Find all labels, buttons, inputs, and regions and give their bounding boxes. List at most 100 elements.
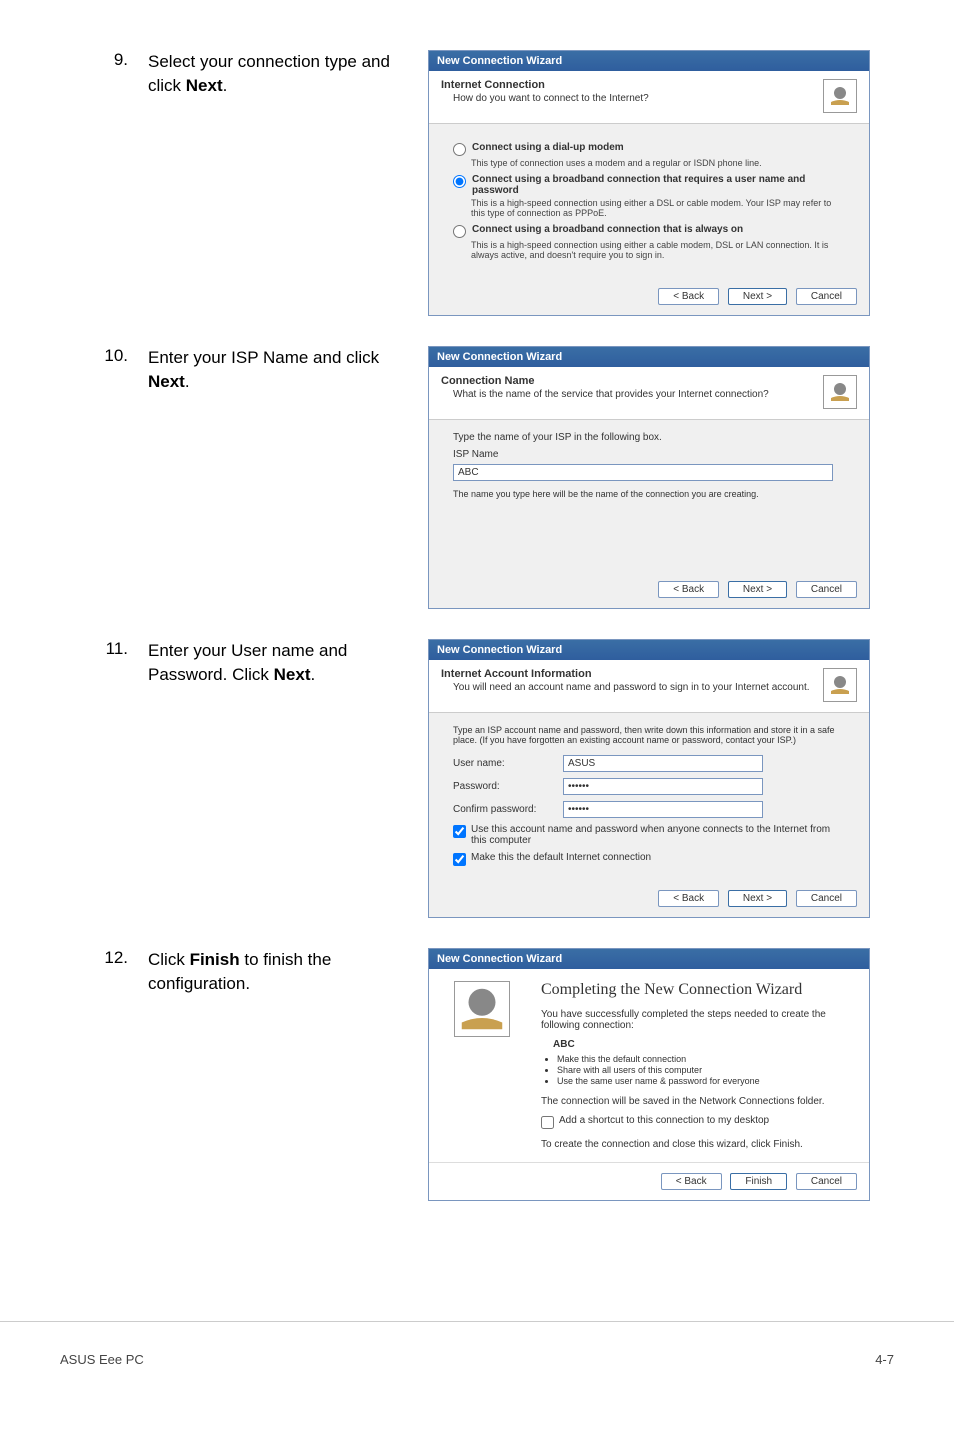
wizard-titlebar: New Connection Wizard [429, 51, 869, 71]
step-text-c: . [311, 665, 316, 684]
step-number: 10. [100, 346, 128, 366]
isp-field-label: ISP Name [453, 449, 845, 460]
next-button[interactable]: Next > [728, 890, 787, 907]
step-text-bold: Next [148, 372, 185, 391]
step-text-a: Select your connection type and click [148, 52, 390, 95]
step-text: Enter your ISP Name and click Next. [148, 346, 408, 394]
completion-p3: To create the connection and close this … [541, 1139, 851, 1150]
radio-dialup-desc: This type of connection uses a modem and… [471, 158, 845, 168]
confirm-row: Confirm password: •••••• [453, 801, 845, 818]
completion-p1: You have successfully completed the step… [541, 1009, 851, 1031]
back-button[interactable]: < Back [661, 1173, 722, 1190]
cb-default-label: Make this the default Internet connectio… [471, 852, 651, 863]
radio-broadband-always-desc: This is a high-speed connection using ei… [471, 240, 845, 260]
radio-dialup-input[interactable] [453, 143, 466, 156]
wizard-footer: < Back Next > Cancel [429, 278, 869, 315]
radio-broadband-always-label: Connect using a broadband connection tha… [472, 224, 743, 235]
completion-li1: Make this the default connection [557, 1054, 851, 1064]
wizard-icon [823, 375, 857, 409]
completion-p2: The connection will be saved in the Netw… [541, 1096, 851, 1107]
next-button[interactable]: Next > [728, 581, 787, 598]
confirm-label: Confirm password: [453, 804, 563, 815]
step-11: 11. Enter your User name and Password. C… [100, 639, 894, 918]
cancel-button[interactable]: Cancel [796, 890, 857, 907]
cancel-button[interactable]: Cancel [796, 581, 857, 598]
completion-li2: Share with all users of this computer [557, 1065, 851, 1075]
step-text-a: Enter your User name and Password. Click [148, 641, 347, 684]
back-button[interactable]: < Back [658, 581, 719, 598]
wizard-titlebar: New Connection Wizard [429, 949, 869, 969]
account-note: Type an ISP account name and password, t… [453, 725, 845, 745]
step-12: 12. Click Finish to finish the configura… [100, 948, 894, 1201]
wizard-footer: < Back Next > Cancel [429, 571, 869, 608]
footer-left: ASUS Eee PC [60, 1352, 144, 1367]
password-row: Password: •••••• [453, 778, 845, 795]
step-number: 11. [100, 639, 128, 659]
username-row: User name: ASUS [453, 755, 845, 772]
completion-title: Completing the New Connection Wizard [541, 981, 851, 999]
password-label: Password: [453, 781, 563, 792]
cb-shortcut[interactable]: Add a shortcut to this connection to my … [541, 1115, 851, 1129]
wizard-subheading: You will need an account name and passwo… [453, 682, 815, 693]
back-button[interactable]: < Back [658, 288, 719, 305]
wizard-titlebar: New Connection Wizard [429, 347, 869, 367]
globe-hand-icon [828, 380, 852, 404]
radio-broadband-always[interactable]: Connect using a broadband connection tha… [453, 224, 845, 238]
confirm-input[interactable]: •••••• [563, 801, 763, 818]
isp-label: Type the name of your ISP in the followi… [453, 432, 845, 443]
wizard-header-text: Internet Account Information You will ne… [441, 668, 815, 693]
step-text: Enter your User name and Password. Click… [148, 639, 408, 687]
cancel-button[interactable]: Cancel [796, 288, 857, 305]
radio-broadband-pw-input[interactable] [453, 175, 466, 188]
wizard-big-icon [454, 981, 510, 1037]
finish-button[interactable]: Finish [730, 1173, 787, 1190]
radio-broadband-pw[interactable]: Connect using a broadband connection tha… [453, 174, 845, 196]
step-text-bold: Next [186, 76, 223, 95]
radio-broadband-pw-label: Connect using a broadband connection tha… [472, 174, 845, 196]
footer-right: 4-7 [875, 1352, 894, 1367]
username-label: User name: [453, 758, 563, 769]
step-9: 9. Select your connection type and click… [100, 50, 894, 316]
step-text-bold: Finish [190, 950, 240, 969]
completion-left [429, 969, 535, 1162]
radio-dialup[interactable]: Connect using a dial-up modem [453, 142, 845, 156]
wizard-heading: Connection Name [441, 375, 815, 387]
cb-default[interactable]: Make this the default Internet connectio… [453, 852, 845, 866]
back-button[interactable]: < Back [658, 890, 719, 907]
wizard-header: Internet Account Information You will ne… [429, 660, 869, 713]
page-footer: ASUS Eee PC 4-7 [0, 1321, 954, 1387]
cb-default-input[interactable] [453, 853, 466, 866]
step-text-a: Enter your ISP Name and click [148, 348, 379, 367]
completion-right: Completing the New Connection Wizard You… [535, 969, 869, 1162]
globe-hand-icon [828, 673, 852, 697]
cb-shortcut-input[interactable] [541, 1116, 554, 1129]
step-number: 12. [100, 948, 128, 968]
completion-li3: Use the same user name & password for ev… [557, 1076, 851, 1086]
cb-anyone-input[interactable] [453, 825, 466, 838]
wizard-body: Completing the New Connection Wizard You… [429, 969, 869, 1162]
wizard-heading: Internet Connection [441, 79, 815, 91]
isp-name-input[interactable]: ABC [453, 464, 833, 481]
username-input[interactable]: ASUS [563, 755, 763, 772]
step-text-c: . [185, 372, 190, 391]
radio-dialup-label: Connect using a dial-up modem [472, 142, 624, 153]
isp-note: The name you type here will be the name … [453, 489, 845, 499]
step-text-a: Click [148, 950, 190, 969]
step-text-c: . [223, 76, 228, 95]
cb-anyone-label: Use this account name and password when … [471, 824, 845, 846]
step-10: 10. Enter your ISP Name and click Next. … [100, 346, 894, 609]
wizard-account-info: New Connection Wizard Internet Account I… [428, 639, 870, 918]
wizard-icon [823, 668, 857, 702]
next-button[interactable]: Next > [728, 288, 787, 305]
wizard-footer: < Back Next > Cancel [429, 880, 869, 917]
wizard-connection-type: New Connection Wizard Internet Connectio… [428, 50, 870, 316]
wizard-subheading: What is the name of the service that pro… [453, 389, 815, 400]
cb-anyone[interactable]: Use this account name and password when … [453, 824, 845, 846]
radio-broadband-always-input[interactable] [453, 225, 466, 238]
cancel-button[interactable]: Cancel [796, 1173, 857, 1190]
globe-hand-icon [455, 982, 509, 1036]
wizard-connection-name: New Connection Wizard Connection Name Wh… [428, 346, 870, 609]
password-input[interactable]: •••••• [563, 778, 763, 795]
cb-shortcut-label: Add a shortcut to this connection to my … [559, 1115, 769, 1126]
wizard-header-text: Connection Name What is the name of the … [441, 375, 815, 400]
